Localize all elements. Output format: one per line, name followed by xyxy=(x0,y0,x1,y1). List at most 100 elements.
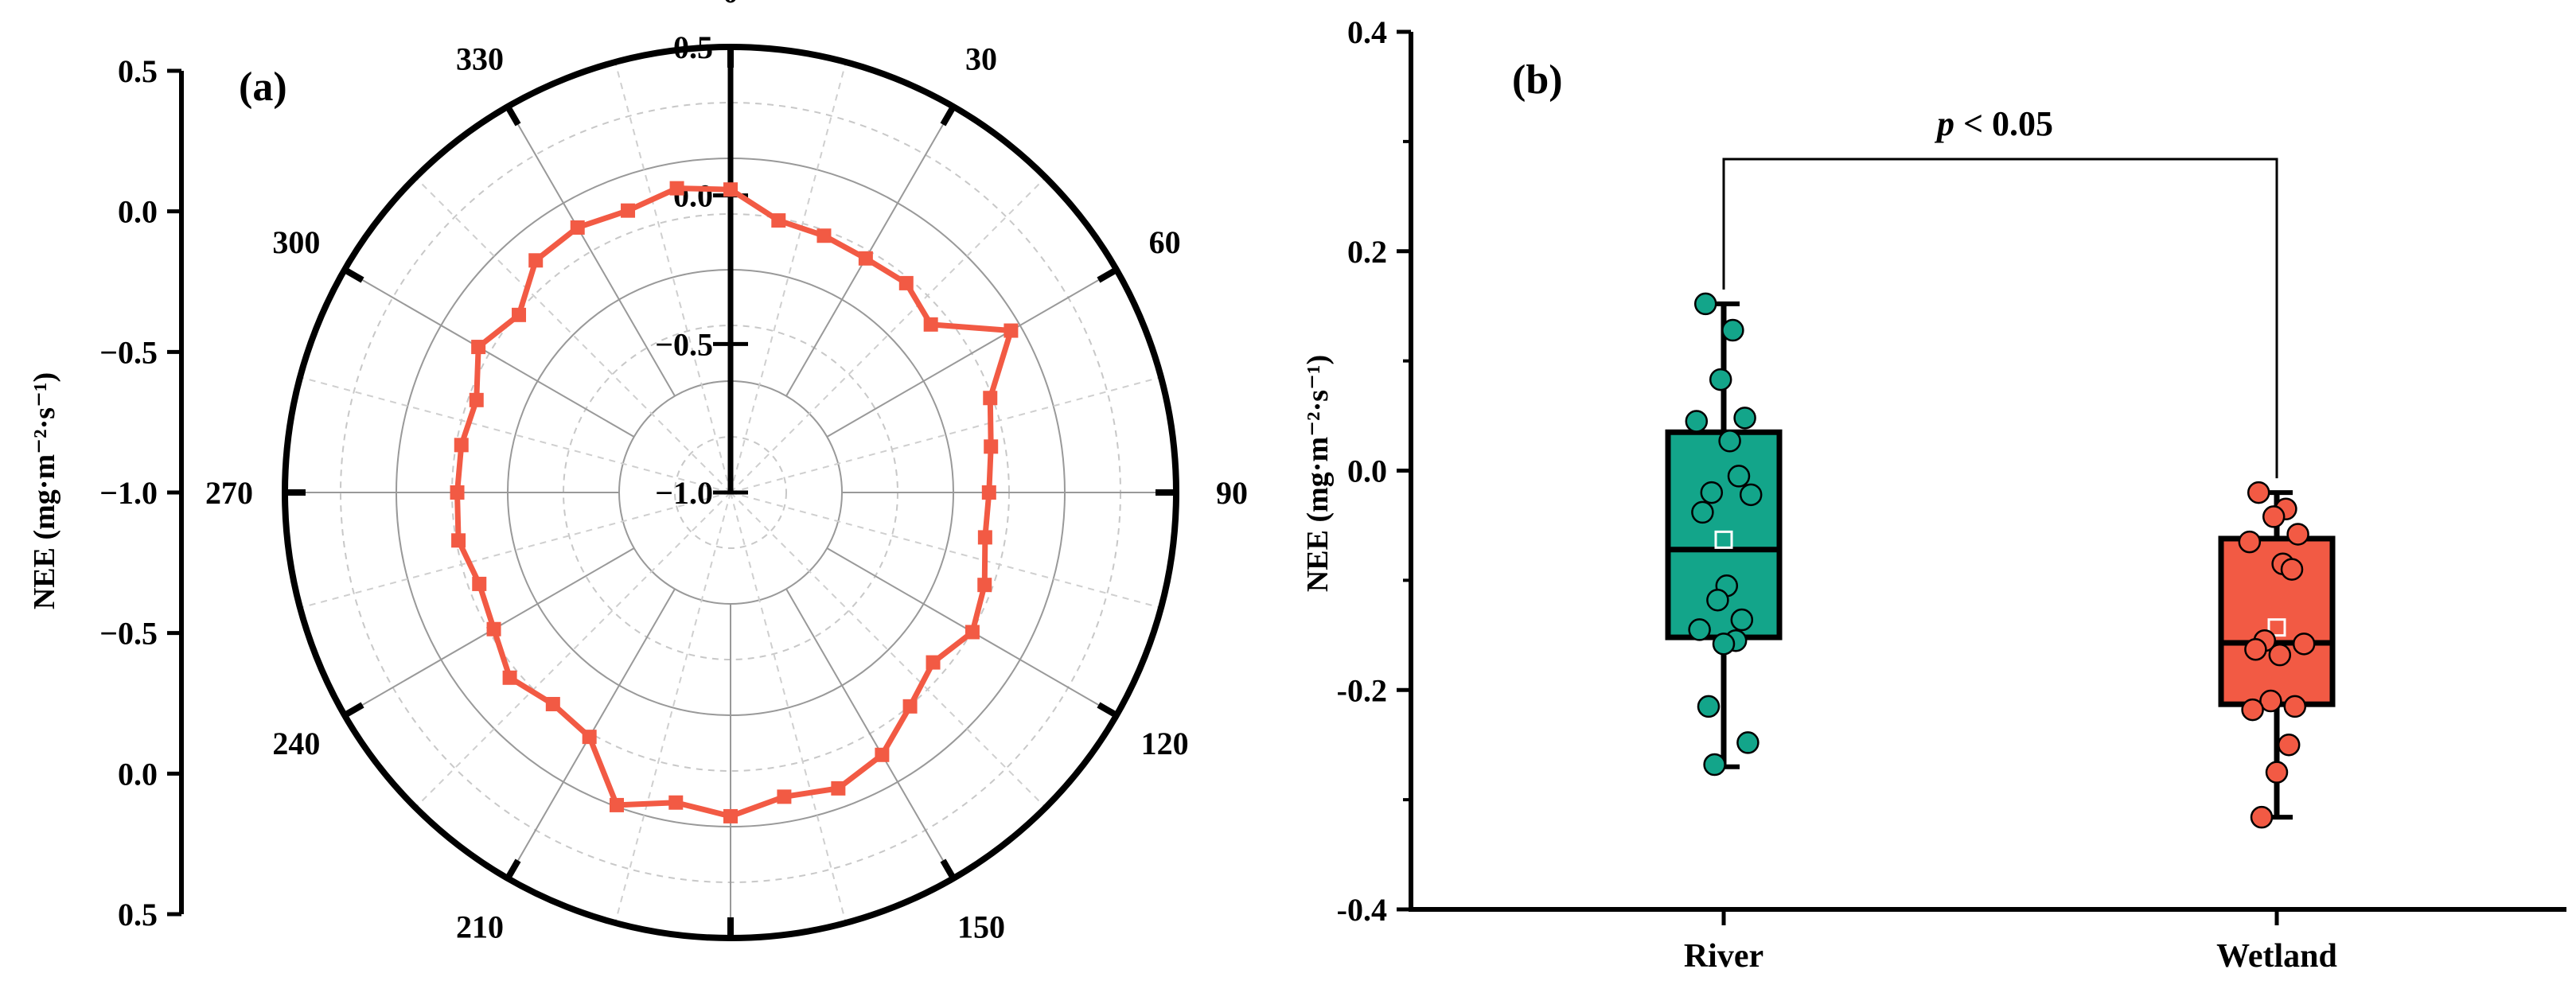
angle-label: 300 xyxy=(272,224,320,260)
outer-tick xyxy=(505,106,521,127)
data-point xyxy=(1709,368,1732,391)
polar-data-point xyxy=(723,182,738,197)
polar-radial-axis: 0.50.0−0.5−1.0 xyxy=(655,29,748,511)
left-axis-tick-label: 0.5 xyxy=(118,53,158,89)
minor-spoke xyxy=(614,61,731,493)
outer-tick xyxy=(344,702,364,718)
minor-spoke xyxy=(730,492,1162,609)
significance-bracket: p < 0.05 xyxy=(1722,104,2278,479)
polar-data-point xyxy=(528,253,544,268)
angle-label: 30 xyxy=(965,41,997,76)
minor-spoke xyxy=(730,492,1046,808)
data-point xyxy=(1727,465,1751,488)
polar-data-point xyxy=(965,625,980,640)
outer-tick xyxy=(344,267,364,283)
outer-tick xyxy=(1097,702,1117,718)
major-spoke xyxy=(826,269,1117,438)
data-point xyxy=(1703,753,1726,777)
left-axis-tick-label: 0.5 xyxy=(118,897,158,932)
significance-line xyxy=(1722,158,2278,479)
polar-data-point xyxy=(609,797,624,812)
data-point xyxy=(1693,292,1717,316)
data-point xyxy=(2241,698,2264,722)
y-tick-label: 0.2 xyxy=(1347,234,1387,270)
angle-label: 240 xyxy=(272,726,320,761)
polar-data-point xyxy=(486,621,501,636)
polar-data-point xyxy=(570,220,585,235)
polar-data-point xyxy=(502,670,517,685)
data-point xyxy=(2247,481,2270,504)
minor-spoke xyxy=(415,492,731,808)
data-point xyxy=(2286,523,2309,546)
data-point xyxy=(1706,588,1729,612)
panel-b-y-axis-title: NEE (mg·m⁻²·s⁻¹) xyxy=(1301,355,1335,592)
major-spoke xyxy=(507,106,676,397)
data-point xyxy=(2244,637,2267,661)
minor-spoke xyxy=(614,492,731,924)
data-point xyxy=(2250,805,2274,829)
data-point xyxy=(1739,483,1763,507)
polar-series-line xyxy=(454,185,1014,819)
minor-spoke xyxy=(730,177,1046,493)
polar-data-point xyxy=(983,391,998,406)
data-point xyxy=(1730,608,1754,632)
radial-tick-label: 0.5 xyxy=(673,29,713,65)
radial-tick-label: −0.5 xyxy=(655,326,713,362)
angle-label: 90 xyxy=(1216,475,1248,511)
polar-data-point xyxy=(582,730,597,745)
outer-tick xyxy=(505,858,521,879)
data-point xyxy=(2238,530,2262,554)
polar-data-point xyxy=(981,485,996,500)
left-axis-tick-label: −0.5 xyxy=(99,334,158,370)
polar-data-point xyxy=(723,808,738,823)
y-tick-label: 0.4 xyxy=(1347,14,1387,50)
polar-data-point xyxy=(451,533,466,548)
polar-data-point xyxy=(450,485,465,500)
data-point xyxy=(1691,500,1714,524)
polar-data-point xyxy=(545,696,560,711)
polar-data-point xyxy=(621,203,636,218)
minor-grid-circle xyxy=(674,436,787,549)
left-axis-tick-label: −0.5 xyxy=(99,616,158,652)
y-tick-label: -0.2 xyxy=(1337,672,1387,708)
polar-data-point xyxy=(984,439,999,454)
panel-a-polar-chart: (a) NEE (mg·m⁻²·s⁻¹) 0.50.0−0.5−1.0−0.50… xyxy=(28,0,1248,981)
panel-a-left-axis: 0.5 0.0 −0.5 −1.0 −0.5 0.0 0.5 xyxy=(99,53,184,932)
polar-data-point xyxy=(777,789,792,804)
left-axis-tick-label: −1.0 xyxy=(99,475,158,511)
angle-label: 150 xyxy=(957,909,1005,945)
angle-label: 180 xyxy=(707,976,754,981)
outer-tick xyxy=(940,858,956,879)
polar-data-point xyxy=(831,781,846,796)
data-point xyxy=(1721,318,1744,342)
data-point xyxy=(1700,481,1724,504)
polar-data-point xyxy=(669,181,684,196)
angle-label: 0 xyxy=(723,0,739,10)
data-point xyxy=(2259,689,2282,713)
data-point xyxy=(1688,618,1711,641)
polar-data-point xyxy=(512,307,527,322)
polar-data-point xyxy=(898,275,914,290)
polar-data-point xyxy=(472,576,487,591)
polar-data-point xyxy=(1004,323,1019,338)
outer-tick xyxy=(1097,267,1117,283)
x-tick-label: River xyxy=(1684,938,1763,975)
polar-data-point xyxy=(926,655,941,670)
data-point xyxy=(1685,410,1709,433)
minor-spoke xyxy=(299,492,731,609)
left-axis-tick-label: 0.0 xyxy=(118,194,158,230)
data-point xyxy=(2277,733,2301,757)
major-spoke xyxy=(344,269,635,438)
panel-a-y-axis-title: NEE (mg·m⁻²·s⁻¹) xyxy=(28,372,61,609)
polar-data-point xyxy=(771,213,786,228)
data-point xyxy=(1712,633,1736,656)
box-mean xyxy=(2267,618,2286,637)
outer-tick xyxy=(940,106,956,127)
y-tick-label: 0.0 xyxy=(1347,454,1387,489)
polar-data-point xyxy=(875,747,890,762)
x-tick-label: Wetland xyxy=(2216,938,2337,975)
data-point xyxy=(2262,505,2286,528)
y-tick-label: -0.4 xyxy=(1337,892,1387,928)
polar-data-point xyxy=(858,251,873,266)
